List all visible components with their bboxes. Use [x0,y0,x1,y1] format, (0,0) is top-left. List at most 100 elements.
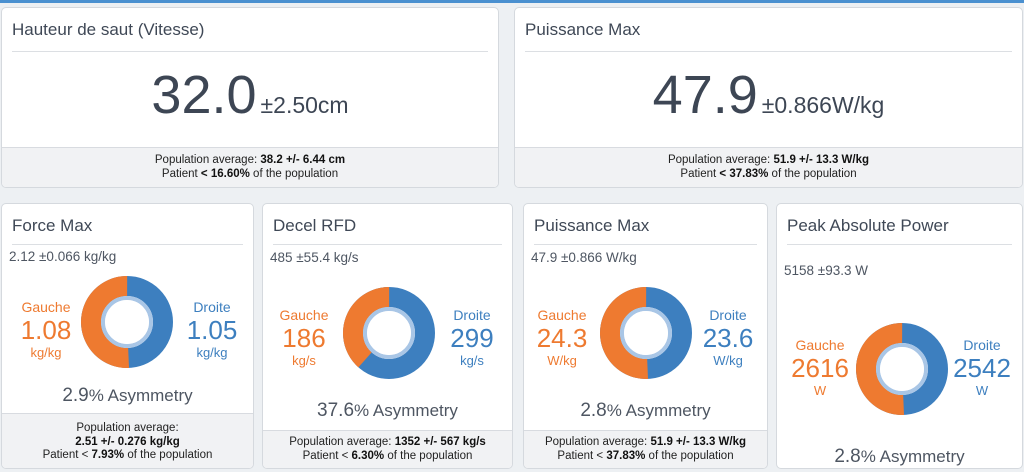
donut-left-segment [600,287,692,379]
card-title: Puissance Max [525,8,1012,52]
donut-center [105,300,149,344]
footer-label: Population average: [544,436,648,448]
summary-value: 2.12 ±0.066 kg/kg [9,249,117,264]
population-footer: Population average: 51.9 +/- 13.3 W/kg P… [515,147,1022,187]
right-value: 299 [450,323,494,353]
left-side: Gauche 1.08 kg/kg [8,299,84,360]
top-accent-bar [0,0,1024,3]
card-title: Decel RFD [273,204,502,245]
footer-suffix: of the population [127,449,213,461]
donut-center [624,311,668,355]
left-side: Gauche 2616 W [781,337,859,398]
population-footer: Population average: 51.9 +/- 13.3 W/kg P… [524,430,767,468]
donut-left-segment [81,276,173,368]
left-label: Gauche [537,307,587,323]
asymmetry-value: 2.8 [834,446,861,467]
donut-left-segment [856,323,948,415]
asymmetry-donut [81,276,173,368]
footer-prefix: Patient < [557,449,604,462]
asymmetry-label: % Asymmetry [606,401,711,420]
right-value: 2542 [953,353,1011,383]
left-unit: W/kg [547,353,577,368]
donut-inner-ring [101,296,153,348]
left-value: 1.08 [20,315,72,345]
left-side: Gauche 24.3 W/kg [528,307,596,368]
footer-value: 38.2 +/- 6.44 cm [260,154,346,166]
footer-suffix: of the population [253,167,339,180]
footer-suffix: of the population [387,449,473,462]
asymmetry-donut [343,287,435,379]
donut-inner-ring [876,343,928,395]
footer-value: 2.51 +/- 0.276 kg/kg [75,435,180,448]
card-title: Hauteur de saut (Vitesse) [12,8,488,52]
asymmetry-text: 2.9% Asymmetry [2,385,253,407]
asymmetry-label: % Asymmetry [88,386,193,405]
right-label: Droite [963,337,1001,353]
asymmetry-label: % Asymmetry [354,401,458,420]
left-value: 186 [282,323,326,353]
footer-suffix: of the population [771,167,857,180]
summary-value: 47.9 ±0.866 W/kg [531,250,637,265]
right-side: Droite 2542 W [943,337,1021,398]
left-label: Gauche [21,299,71,315]
value-number: 47.9 [652,65,758,125]
left-unit: kg/kg [30,345,62,360]
right-label: Droite [709,307,747,323]
summary-value: 5158 ±93.3 W [784,263,868,278]
right-side: Droite 1.05 kg/kg [174,299,250,360]
right-side: Droite 299 kg/s [437,307,507,368]
left-unit: W [813,383,827,398]
card-title: Force Max [12,204,243,245]
left-value: 2616 [791,353,849,383]
footer-label: Population average: [76,422,179,434]
value-unit: ±0.866W/kg [761,92,885,118]
footer-value: 51.9 +/- 13.3 W/kg [650,436,747,448]
card-jump-height: Hauteur de saut (Vitesse) 32.0 ±2.50cm Po… [1,7,499,188]
footer-label: Population average: [289,436,392,448]
footer-percent: 7.93% [91,449,125,461]
asymmetry-donut [856,323,948,415]
left-label: Gauche [795,337,845,353]
footer-percent: < 16.60% [200,167,250,180]
right-unit: W/kg [713,353,743,368]
right-label: Droite [453,307,491,323]
population-footer: Population average: 1352 +/- 567 kg/s Pa… [263,430,512,468]
footer-prefix: Patient [161,167,198,180]
right-side: Droite 23.6 W/kg [694,307,762,368]
donut-center [367,311,411,355]
card-power-max: Puissance Max 47.9 ±0.866W/kg Population … [514,7,1023,188]
footer-suffix: of the population [648,449,734,462]
asymmetry-donut [600,287,692,379]
donut-inner-ring [363,307,415,359]
footer-percent: < 37.83% [719,167,769,180]
right-value: 1.05 [186,315,238,345]
big-value: 47.9 ±0.866W/kg [515,64,1022,126]
footer-label: Population average: [154,154,258,166]
value-number: 32.0 [151,65,257,125]
asymmetry-value: 2.9 [62,385,89,406]
footer-value: 51.9 +/- 13.3 W/kg [773,154,870,166]
card-force-max: Force Max 2.12 ±0.066 kg/kg Gauche 1.08 … [1,203,254,469]
summary-value: 485 ±55.4 kg/s [270,250,359,265]
population-footer: Population average: 38.2 +/- 6.44 cm Pat… [2,147,498,187]
donut-center [880,347,924,391]
donut-inner-ring [620,307,672,359]
asymmetry-text: 2.8% Asymmetry [524,400,767,422]
big-value: 32.0 ±2.50cm [2,64,498,126]
footer-prefix: Patient [680,167,717,180]
right-unit: kg/kg [196,345,228,360]
footer-prefix: Patient < [302,449,349,462]
asymmetry-text: 37.6% Asymmetry [263,400,512,422]
asymmetry-label: % Asymmetry [860,447,965,466]
value-unit: ±2.50cm [260,92,349,118]
card-title: Peak Absolute Power [787,204,1012,245]
footer-value: 1352 +/- 567 kg/s [394,436,486,448]
card-power-max-asym: Puissance Max 47.9 ±0.866 W/kg Gauche 24… [523,203,768,469]
card-decel-rfd: Decel RFD 485 ±55.4 kg/s Gauche 186 kg/s… [262,203,513,469]
right-value: 23.6 [702,323,754,353]
footer-prefix: Patient < [42,449,89,461]
card-peak-absolute-power: Peak Absolute Power 5158 ±93.3 W Gauche … [776,203,1023,469]
card-title: Puissance Max [534,204,757,245]
right-unit: kg/s [460,353,484,368]
population-footer: Population average: 2.51 +/- 0.276 kg/kg… [2,413,253,468]
